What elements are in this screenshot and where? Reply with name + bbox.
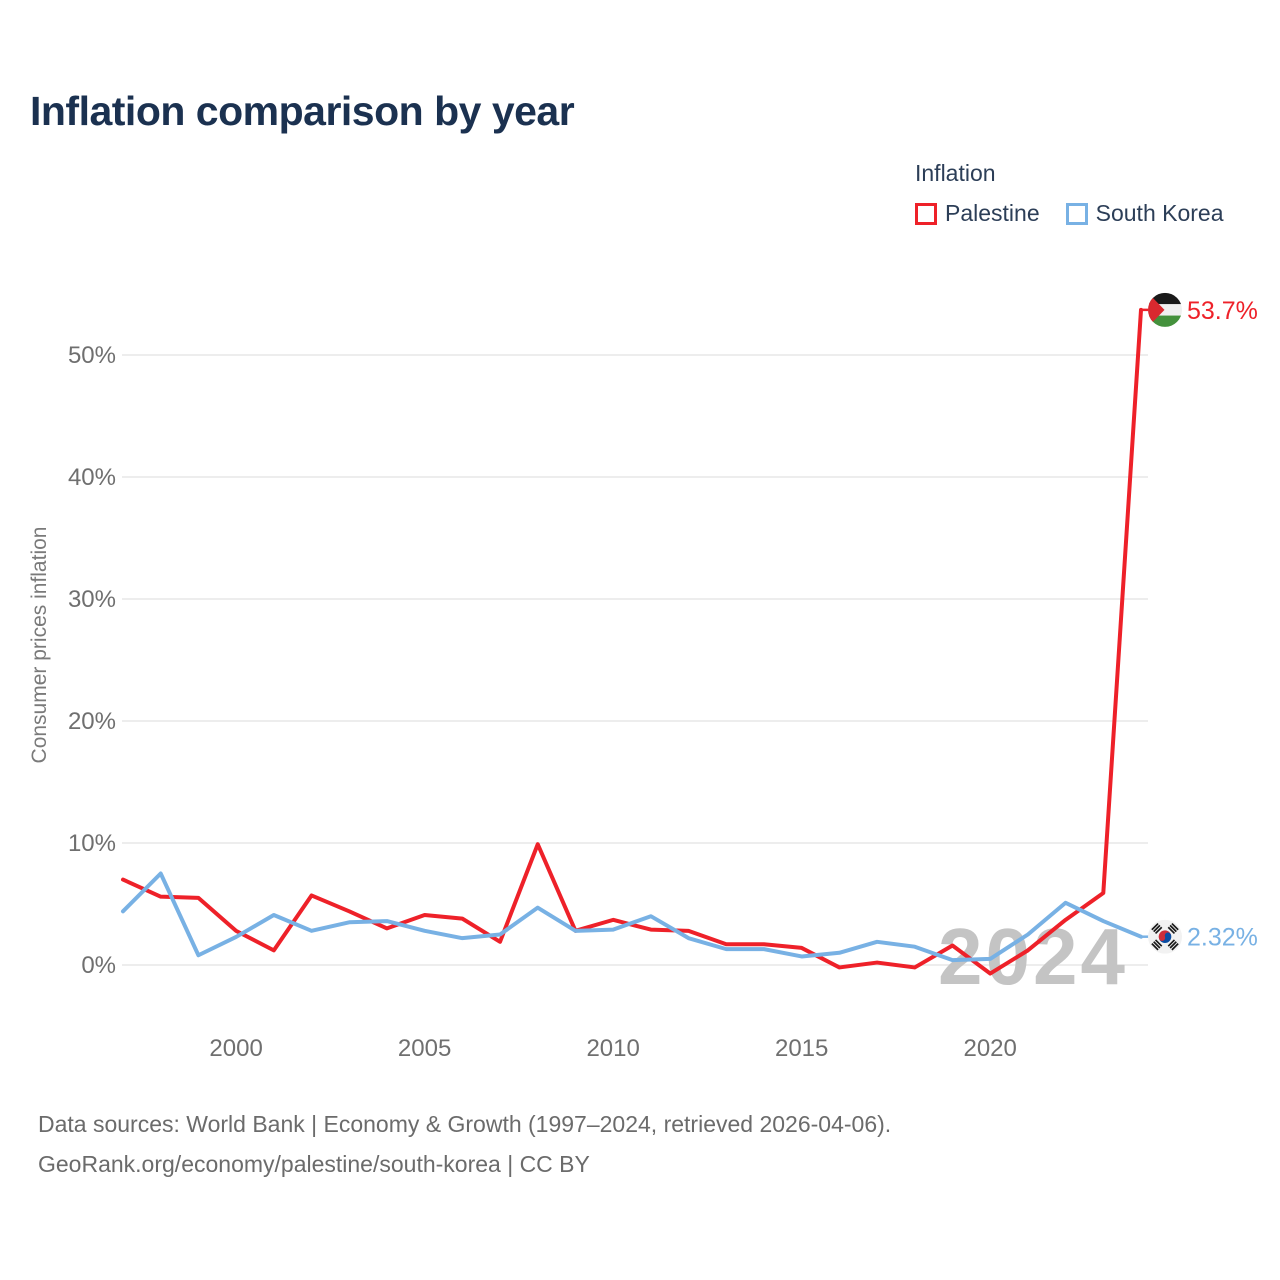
palestine-line[interactable] [121,307,1143,976]
legend-item-south-korea[interactable]: South Korea [1065,200,1224,227]
legend-item-palestine[interactable]: Palestine [915,200,1040,227]
gridlines [122,354,1148,966]
south-korea-flag-icon [1148,919,1182,954]
legend-items: Palestine South Korea [915,200,1224,227]
palestine-end-label: 53.7% [1187,297,1258,325]
x-tick-label: 2020 [963,1035,1016,1062]
chart-legend: Inflation Palestine South Korea [915,160,1224,227]
license-line: GeoRank.org/economy/palestine/south-kore… [38,1151,590,1177]
x-tick-label: 2015 [775,1035,828,1062]
south-korea-swatch-icon [1065,202,1088,225]
y-tick-label: 40% [68,464,116,491]
legend-label-south-korea: South Korea [1095,200,1224,226]
x-tick-label: 2000 [209,1035,262,1062]
y-tick-label: 20% [68,708,116,735]
x-axis-ticks: 2000 2005 2010 2015 2020 [209,1035,1016,1062]
series-end-labels: 53.7% 2.32% [1187,297,1258,952]
data-sources-line: Data sources: World Bank | Economy & Gro… [38,1111,892,1137]
legend-label-palestine: Palestine [945,200,1040,226]
y-tick-label: 50% [68,342,116,369]
x-tick-label: 2005 [398,1035,451,1062]
south-korea-end-label: 2.32% [1187,924,1258,952]
palestine-flag-icon [1148,292,1182,327]
y-axis-ticks: 0% 10% 20% 30% 40% 50% [68,342,116,979]
page-title: Inflation comparison by year [30,88,575,134]
data-lines [121,307,1150,976]
y-tick-label: 0% [81,952,116,979]
palestine-swatch-icon [915,202,937,225]
south-korea-line[interactable] [121,871,1143,963]
x-tick-label: 2010 [586,1035,639,1062]
footer-attribution: Data sources: World Bank | Economy & Gro… [38,1104,891,1184]
legend-heading: Inflation [915,160,996,186]
y-axis-title: Consumer prices inflation [28,527,51,764]
y-tick-label: 30% [68,586,116,613]
y-tick-label: 10% [68,830,116,857]
